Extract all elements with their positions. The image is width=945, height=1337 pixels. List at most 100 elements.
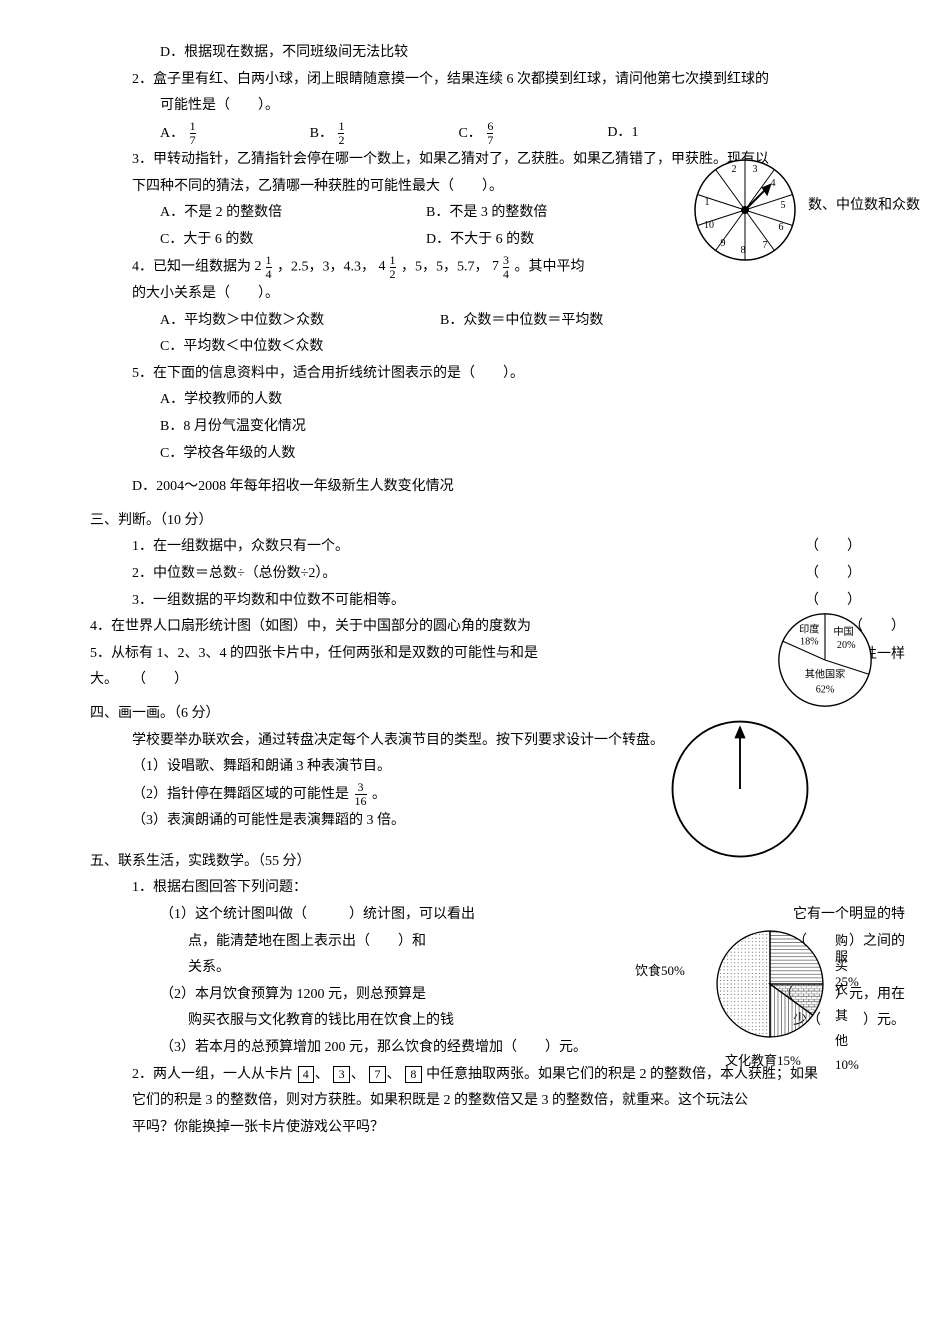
- svg-text:中国: 中国: [833, 625, 853, 638]
- svg-text:2: 2: [732, 164, 737, 175]
- value: 1: [631, 125, 638, 140]
- spinner-figure: 2 3 4 5 6 7 8 9 10 1: [685, 150, 805, 281]
- label: D．: [607, 125, 631, 140]
- den: 16: [355, 795, 367, 808]
- svg-text:8: 8: [741, 245, 746, 256]
- q4-option-b: B．众数＝中位数＝平均数: [440, 308, 603, 335]
- card-1: 4: [298, 1066, 314, 1082]
- den: 2: [338, 134, 344, 147]
- q5-option-c: C．学校各年级的人数: [160, 441, 875, 468]
- tf-3: 3．一组数据的平均数和中位数不可能相等。 （ ）: [132, 588, 875, 615]
- label: A．: [160, 126, 184, 141]
- q3-option-a: A．不是 2 的整数倍: [160, 200, 370, 227]
- section-3-title: 三、判断。（10 分）: [90, 508, 875, 535]
- q4-stem-2: 的大小关系是（ ）。: [132, 281, 875, 308]
- text: （1）这个统计图叫做（ ）统计图，可以看出: [160, 907, 475, 922]
- label-clothes2: 服25%: [835, 945, 859, 994]
- sec5-q2-l2: 它们的积是 3 的整数倍，则对方获胜。如果积既是 2 的整数倍又是 3 的整数倍…: [132, 1088, 875, 1115]
- q2-option-b: B． 12: [310, 120, 347, 148]
- paren: （ ）: [805, 534, 861, 561]
- num: 1: [338, 120, 344, 134]
- label-other: 其他10%: [835, 1004, 859, 1078]
- text: ，5，5，5.7，: [401, 259, 489, 274]
- svg-text:1: 1: [705, 197, 710, 208]
- card-2: 3: [333, 1066, 349, 1082]
- q4-option-c: C．平均数＜中位数＜众数: [160, 334, 875, 361]
- den: 2: [390, 268, 396, 281]
- q2-stem: 2．盒子里有红、白两小球，闭上眼睛随意摸一个，结果连续 6 次都摸到红球，请问他…: [132, 67, 875, 94]
- q4-row1: A．平均数＞中位数＞众数 B．众数＝中位数＝平均数: [160, 308, 875, 335]
- tf-1: 1．在一组数据中，众数只有一个。 （ ）: [132, 534, 875, 561]
- tf-5-line2: 大。 （ ）: [90, 667, 875, 694]
- q2-options: A． 17 B． 12 C． 67 D．1: [160, 120, 875, 148]
- whole: 4: [379, 254, 386, 281]
- tf-5: 5．从标有 1、2、3、4 的四张卡片中，任何两张和是双数的可能性与和是: [90, 641, 875, 668]
- q5-option-a: A．学校教师的人数: [160, 387, 875, 414]
- q2-stem-2: 可能性是（ ）。: [160, 93, 875, 120]
- svg-text:6: 6: [779, 222, 784, 233]
- text: 购买衣服与文化教育的钱比用在饮食上的钱: [188, 1013, 454, 1028]
- sec5-q2-l3: 平吗？你能换掉一张卡片使游戏公平吗？: [132, 1115, 875, 1142]
- num: 3: [503, 254, 509, 268]
- label-edu: 文化教育15%: [725, 1049, 801, 1074]
- q5-option-d: D．2004～2008 年每年招收一年级新生人数变化情况: [132, 474, 875, 501]
- svg-text:印度: 印度: [799, 622, 819, 635]
- text: 3．一组数据的平均数和中位数不可能相等。: [132, 588, 805, 615]
- q2-option-c: C． 67: [458, 120, 495, 148]
- sec5-q1-head: 1．根据右图回答下列问题：: [132, 875, 875, 902]
- card-4: 8: [405, 1066, 421, 1082]
- label: B．: [310, 126, 333, 141]
- text: 。: [372, 787, 386, 802]
- q2-option-a: A． 17: [160, 120, 198, 148]
- world-pie-figure: 印度 18% 中国 20% 其他国家 62%: [765, 600, 885, 731]
- text: 点，能清楚地在图上表示出（ ）和: [188, 934, 426, 949]
- svg-text:10: 10: [704, 220, 714, 231]
- svg-text:其他国家: 其他国家: [805, 668, 846, 681]
- q3-option-b: B．不是 3 的整数倍: [426, 200, 547, 227]
- den: 7: [487, 134, 493, 147]
- num: 1: [390, 254, 396, 268]
- paren: （ ）: [132, 672, 188, 687]
- tf-4: 4．在世界人口扇形统计图（如图）中，关于中国部分的圆心角的度数为: [90, 614, 875, 641]
- whole: 7: [492, 254, 499, 281]
- svg-text:20%: 20%: [837, 640, 856, 651]
- den: 4: [503, 268, 509, 281]
- num: 1: [190, 120, 196, 134]
- svg-text:3: 3: [753, 164, 758, 175]
- tf-2: 2．中位数＝总数÷（总份数÷2）。 （ ）: [132, 561, 875, 588]
- q3-tail-text: 数、中位数和众数: [808, 193, 920, 220]
- svg-text:18%: 18%: [800, 636, 819, 647]
- num: 3: [355, 781, 367, 795]
- label: C．: [458, 126, 481, 141]
- whole: 2: [255, 254, 262, 281]
- text: 1．在一组数据中，众数只有一个。: [132, 534, 805, 561]
- text: 2．中位数＝总数÷（总份数÷2）。: [132, 561, 805, 588]
- q3-option-c: C．大于 6 的数: [160, 227, 370, 254]
- q5-stem: 5．在下面的信息资料中，适合用折线统计图表示的是（ ）。: [132, 361, 875, 388]
- q4-option-a: A．平均数＞中位数＞众数: [160, 308, 384, 335]
- text: 5．从标有 1、2、3、4 的四张卡片中，任何两张和是双数的可能性与和是: [90, 641, 875, 668]
- svg-text:9: 9: [721, 238, 726, 249]
- card-3: 7: [369, 1066, 385, 1082]
- paren: （ ）: [805, 561, 861, 588]
- q1-option-d: D．根据现在数据，不同班级间无法比较: [160, 40, 875, 67]
- q2-option-d: D．1: [607, 120, 638, 148]
- svg-text:5: 5: [781, 200, 786, 211]
- text: 。其中平均: [515, 259, 585, 274]
- num: 1: [266, 254, 272, 268]
- svg-text:62%: 62%: [816, 684, 835, 695]
- blank-spinner-figure: [665, 714, 815, 875]
- q3-option-d: D．不大于 6 的数: [426, 227, 534, 254]
- budget-pie-figure: 饮食50% 购买衣 服25% 其他10% 文化教育15%: [695, 909, 845, 1070]
- text: 4．已知一组数据为: [132, 259, 255, 274]
- label-food: 饮食50%: [635, 959, 685, 984]
- text: （2）指针停在舞蹈区域的可能性是: [132, 787, 349, 802]
- text: 大。: [90, 672, 118, 687]
- text: 4．在世界人口扇形统计图（如图）中，关于中国部分的圆心角的度数为: [90, 614, 875, 641]
- den: 7: [190, 134, 196, 147]
- num: 6: [487, 120, 493, 134]
- den: 4: [266, 268, 272, 281]
- text: 2．两人一组，一人从卡片: [132, 1067, 293, 1082]
- q5-option-b: B．8 月份气温变化情况: [160, 414, 875, 441]
- text: （2）本月饮食预算为 1200 元，则总预算是: [160, 987, 426, 1002]
